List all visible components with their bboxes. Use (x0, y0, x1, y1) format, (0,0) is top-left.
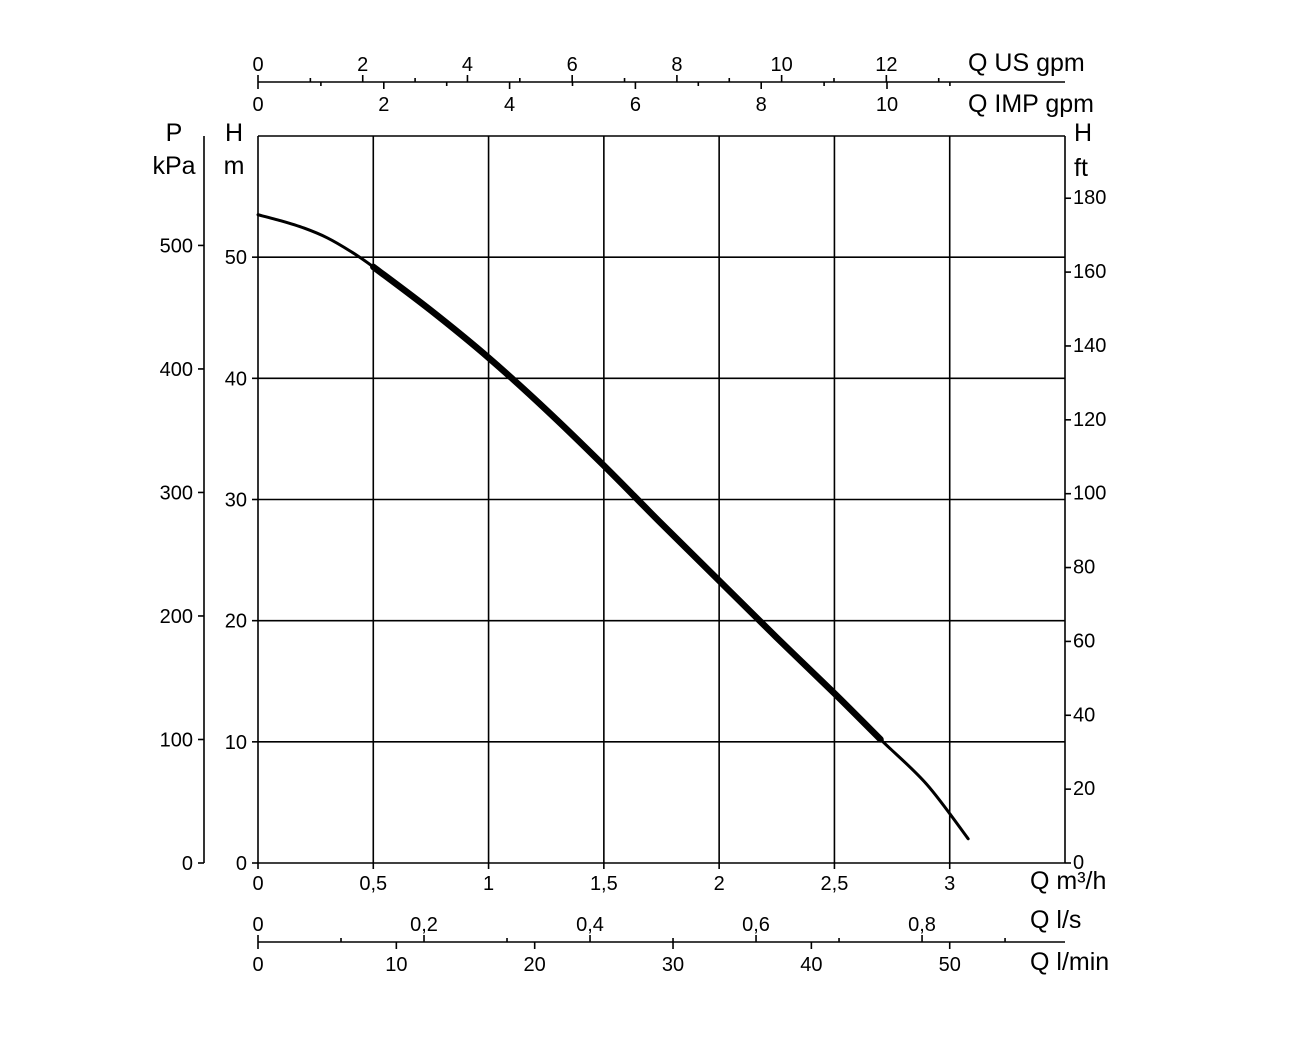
y-tick-label-ft: 140 (1073, 335, 1106, 357)
x-tick-label-imp-gpm: 8 (756, 94, 767, 116)
x-tick-label-us-gpm: 12 (875, 54, 897, 76)
y-tick-label-kpa: 100 (160, 729, 193, 751)
y-tick-label-m: 0 (236, 853, 247, 875)
x-tick-label-lmin: 50 (939, 954, 961, 976)
x-tick-label-imp-gpm: 2 (378, 94, 389, 116)
y-axis-unit-kpa: kPa (152, 152, 195, 180)
x-tick-label-us-gpm: 2 (357, 54, 368, 76)
x-tick-label-us-gpm: 4 (462, 54, 473, 76)
x-tick-label-m3h: 2,5 (821, 873, 849, 895)
x-tick-label-lmin: 0 (252, 954, 263, 976)
x-tick-label-m3h: 2 (714, 873, 725, 895)
y-tick-label-ft: 100 (1073, 483, 1106, 505)
y-tick-label-ft: 160 (1073, 261, 1106, 283)
x-tick-label-ls: 0,4 (576, 914, 604, 936)
y-tick-label-ft: 0 (1073, 852, 1084, 874)
x-tick-label-ls: 0,8 (908, 914, 936, 936)
x-tick-label-ls: 0,2 (410, 914, 438, 936)
y-tick-label-ft: 40 (1073, 704, 1095, 726)
axes: 0 0,5 1 1,5 2 2,5 3010203040500100200300400500… (160, 54, 1107, 976)
y-axis-title-p: P (166, 119, 183, 147)
x-axis-title-imp-gpm: Q IMP gpm (968, 90, 1094, 118)
pump-curve-operating-range (370, 263, 884, 743)
x-tick-label-m3h: 3 (944, 873, 955, 895)
y-axis-unit-m: m (224, 152, 245, 180)
curve-layer (256, 213, 970, 841)
x-tick-label-us-gpm: 10 (771, 54, 793, 76)
y-axis-title-h-m: H (225, 119, 243, 147)
x-tick-label-us-gpm: 0 (252, 54, 263, 76)
x-axis-title-m3h: Q m³/h (1030, 867, 1106, 895)
x-axis-title-lmin: Q l/min (1030, 948, 1109, 976)
y-tick-label-ft: 180 (1073, 187, 1106, 209)
y-axis-unit-ft: ft (1074, 154, 1088, 182)
y-tick-label-kpa: 500 (160, 235, 193, 257)
y-tick-label-m: 20 (225, 611, 247, 633)
grid (258, 136, 1065, 863)
y-tick-label-m: 30 (225, 490, 247, 512)
x-tick-label-ls: 0 (252, 914, 263, 936)
x-tick-label-m3h: 1,5 (590, 873, 618, 895)
y-tick-label-m: 50 (225, 247, 247, 269)
x-tick-label-imp-gpm: 0 (252, 94, 263, 116)
x-tick-label-imp-gpm: 4 (504, 94, 515, 116)
x-tick-label-m3h: 1 (483, 873, 494, 895)
x-tick-label-lmin: 20 (524, 954, 546, 976)
pump-curve-line (256, 213, 970, 841)
y-tick-label-ft: 60 (1073, 630, 1095, 652)
x-tick-label-lmin: 30 (662, 954, 684, 976)
x-tick-label-us-gpm: 8 (671, 54, 682, 76)
y-tick-label-kpa: 400 (160, 359, 193, 381)
x-axis-title-us-gpm: Q US gpm (968, 49, 1085, 77)
x-tick-label-m3h: 0,5 (359, 873, 387, 895)
x-tick-label-imp-gpm: 6 (630, 94, 641, 116)
x-tick-label-imp-gpm: 10 (876, 94, 898, 116)
x-tick-label-us-gpm: 6 (567, 54, 578, 76)
x-tick-label-lmin: 10 (385, 954, 407, 976)
y-axis-title-h-ft: H (1074, 119, 1092, 147)
y-tick-label-m: 10 (225, 732, 247, 754)
y-tick-label-kpa: 0 (182, 853, 193, 875)
y-tick-label-kpa: 300 (160, 482, 193, 504)
y-tick-label-m: 40 (225, 368, 247, 390)
x-tick-label-lmin: 40 (800, 954, 822, 976)
y-tick-label-ft: 20 (1073, 778, 1095, 800)
x-tick-label-m3h: 0 (252, 873, 263, 895)
y-tick-label-ft: 120 (1073, 409, 1106, 431)
y-tick-label-ft: 80 (1073, 557, 1095, 579)
x-axis-title-ls: Q l/s (1030, 906, 1081, 934)
y-tick-label-kpa: 200 (160, 606, 193, 628)
x-tick-label-ls: 0,6 (742, 914, 770, 936)
